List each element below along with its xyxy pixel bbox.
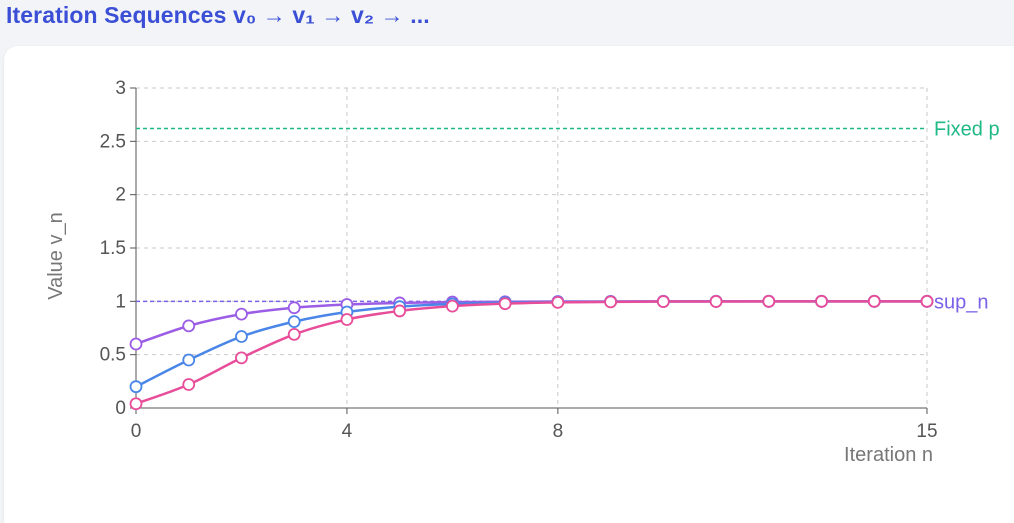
series-line-1 [135,300,927,388]
page-title: Iteration Sequences v₀ → v₁ → v₂ → ... [6,2,430,28]
series-1-point [287,315,301,329]
chart-card [4,46,1014,523]
series-2-point [182,378,196,391]
series-1-point [182,353,196,367]
series-2-point [287,327,301,341]
series-1-point [235,330,248,343]
series-0-point [287,301,301,315]
y-axis-label: Value v_n [45,212,67,299]
series-2-point [762,294,776,308]
series-2-point [235,351,248,365]
series-2-point [498,297,512,311]
reference-line-label-1: sup_n [934,291,989,313]
x-tick-label: 0 [131,421,142,442]
series-2-point [656,295,670,308]
series-2-point [551,295,565,309]
series-2-point [445,299,459,313]
y-tick-label: 1.5 [100,238,126,259]
y-tick-label: 0.5 [100,345,126,366]
x-axis-label: Iteration n [844,444,933,466]
y-tick-label: 3 [115,78,126,99]
series-2-point [709,295,723,308]
series-0-point [129,337,143,351]
series-line-0 [135,300,927,346]
x-tick-label: 8 [553,421,564,442]
series-line-2 [135,300,927,405]
series-2-point [815,294,828,308]
y-tick-label: 0 [115,398,126,419]
y-tick-label: 2 [115,185,126,206]
series-2-point [129,397,143,411]
series-2-point [393,304,407,318]
series-1-point [129,380,143,394]
x-tick-label: 4 [342,421,353,442]
y-tick-label: 2.5 [100,131,126,152]
series-2-point [867,294,881,308]
series-2-point [340,313,354,326]
series-0-point [235,307,248,321]
y-tick-label: 1 [115,291,126,312]
series-2-point [920,294,934,308]
series-0-point [182,319,196,333]
series-2-point [604,295,617,309]
reference-line-label-0: Fixed p [934,119,1000,141]
x-tick-label: 15 [916,421,937,442]
